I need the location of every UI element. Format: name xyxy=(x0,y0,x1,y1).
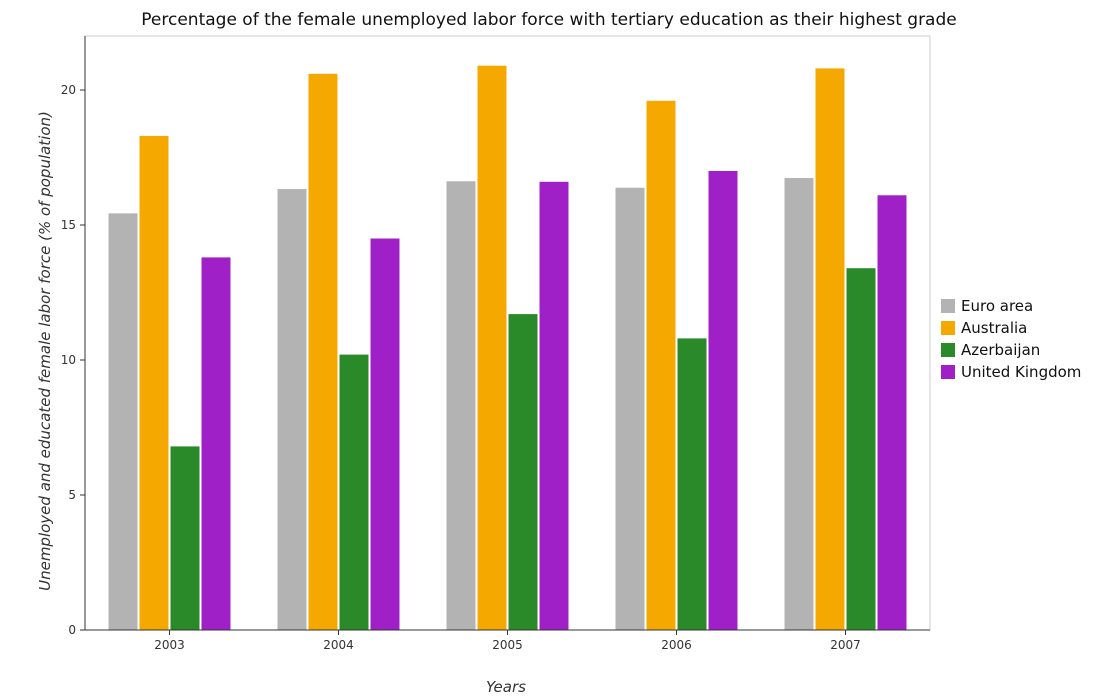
legend-label: Australia xyxy=(961,319,1027,337)
legend-swatch xyxy=(941,299,955,313)
x-tick-label: 2005 xyxy=(492,638,523,652)
bar xyxy=(170,446,200,630)
legend-label: United Kingdom xyxy=(961,363,1081,381)
bar xyxy=(508,314,538,630)
bar xyxy=(370,238,400,630)
x-tick-label: 2007 xyxy=(830,638,861,652)
bar xyxy=(477,65,507,630)
y-tick-label: 20 xyxy=(61,83,76,97)
bar xyxy=(615,187,645,631)
bar xyxy=(877,195,907,631)
bar xyxy=(339,354,369,630)
y-tick-label: 5 xyxy=(68,488,76,502)
y-tick-label: 15 xyxy=(61,218,76,232)
x-tick-label: 2004 xyxy=(323,638,354,652)
chart-title: Percentage of the female unemployed labo… xyxy=(141,10,956,30)
bar xyxy=(784,178,814,630)
y-tick-label: 0 xyxy=(68,623,76,637)
bar xyxy=(677,338,707,630)
x-tick-label: 2006 xyxy=(661,638,692,652)
legend-label: Euro area xyxy=(961,297,1033,315)
bar xyxy=(846,268,876,630)
y-tick-label: 10 xyxy=(61,353,76,367)
y-axis-label: Unemployed and educated female labor for… xyxy=(36,111,54,591)
x-tick-label: 2003 xyxy=(154,638,185,652)
bar xyxy=(815,68,845,630)
legend-swatch xyxy=(941,343,955,357)
bar xyxy=(108,213,138,630)
bar xyxy=(139,135,169,630)
plot-area xyxy=(84,35,931,631)
bar xyxy=(446,181,476,630)
y-axis: 0 5 10 15 20 xyxy=(61,36,86,637)
legend: Euro area Australia Azerbaijan United Kingd… xyxy=(941,297,1081,381)
bar xyxy=(708,171,738,630)
bar xyxy=(539,181,569,631)
x-axis: 2003 2004 2005 2006 2007 xyxy=(85,629,930,652)
legend-label: Azerbaijan xyxy=(961,341,1040,359)
legend-swatch xyxy=(941,365,955,379)
bar xyxy=(277,189,307,630)
legend-swatch xyxy=(941,321,955,335)
bar xyxy=(201,257,231,630)
bar xyxy=(308,73,338,631)
x-axis-label: Years xyxy=(486,678,526,696)
bar xyxy=(646,100,676,631)
